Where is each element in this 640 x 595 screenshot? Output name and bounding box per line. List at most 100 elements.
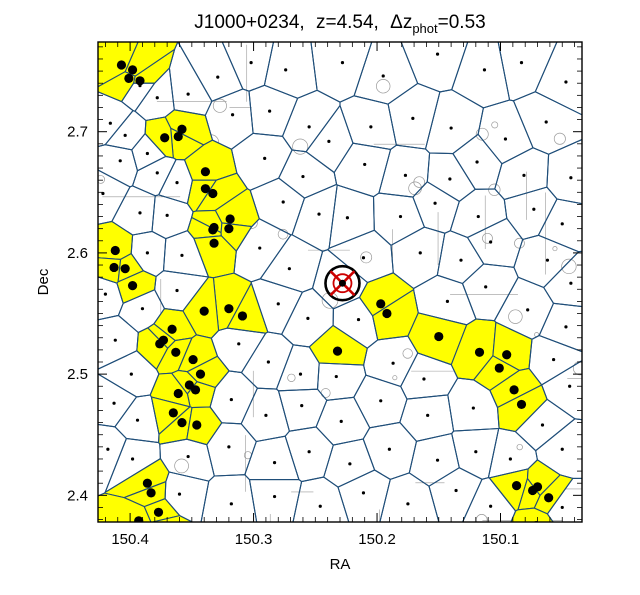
source-dot (564, 325, 568, 329)
member-marker (155, 339, 165, 349)
background-contour (402, 348, 413, 359)
source-dot (165, 213, 169, 217)
voronoi-cell (311, 249, 369, 310)
source-dot (406, 502, 410, 506)
member-marker (195, 369, 206, 379)
source-dot (474, 450, 478, 454)
source-dot (403, 173, 408, 177)
source-dot (482, 68, 487, 72)
source-dot (106, 447, 110, 451)
source-dot (560, 505, 564, 510)
source-dot (445, 299, 450, 303)
source-dot (340, 61, 345, 65)
member-marker (516, 399, 527, 410)
background-contour (287, 373, 296, 382)
source-dot (301, 174, 305, 179)
source-dot (101, 191, 105, 196)
member-marker (158, 523, 167, 532)
member-marker (199, 306, 209, 316)
source-dot (568, 384, 572, 388)
y-tick-label: 2.6 (67, 245, 88, 262)
member-marker (127, 65, 138, 75)
source-dot (112, 401, 116, 405)
source-dot (138, 211, 142, 215)
source-dot (361, 491, 366, 495)
background-contour (392, 375, 398, 381)
member-marker (192, 420, 202, 430)
background-contour (475, 513, 488, 522)
voronoi-cell (462, 477, 517, 522)
background-contour (561, 258, 577, 275)
source-dot (489, 504, 493, 508)
voronoi-cell (546, 477, 582, 522)
source-dot (459, 258, 463, 262)
source-dot (272, 461, 277, 465)
member-marker (200, 184, 211, 194)
voronoi-cell (154, 270, 210, 312)
title-delta-subscript: phot (412, 21, 438, 36)
source-dot (327, 139, 331, 143)
source-dot (284, 68, 288, 72)
member-marker (184, 380, 194, 390)
source-dot (448, 177, 452, 181)
source-dot (180, 253, 184, 257)
source-dot (145, 151, 149, 156)
x-axis-title: RA (330, 556, 351, 573)
x-tick-label: 150.2 (358, 531, 396, 548)
voronoi-cell (164, 471, 210, 522)
member-marker (224, 224, 234, 234)
member-marker (200, 167, 211, 177)
member-marker (171, 347, 181, 357)
member-marker (142, 478, 152, 488)
source-dot (433, 201, 437, 205)
voronoi-cell (413, 274, 477, 326)
source-dot (569, 176, 573, 180)
member-marker (208, 225, 218, 235)
source-dot (263, 156, 267, 160)
source-dot (522, 173, 526, 177)
other-sources (101, 52, 573, 510)
source-dot (569, 281, 573, 285)
voronoi-cell (200, 474, 258, 522)
member-marker (134, 516, 144, 522)
member-marker (110, 245, 120, 256)
member-marker (511, 481, 522, 491)
source-dot (369, 125, 373, 129)
y-axis-title: Dec (35, 268, 52, 295)
source-dot (145, 251, 149, 255)
source-dot (526, 308, 530, 312)
source-dot (398, 214, 403, 219)
source-dot (454, 488, 458, 493)
source-dot (281, 200, 285, 204)
source-dot (426, 413, 430, 417)
axis-tick-labels: 150.4 150.3 150.2 150.1 2.4 2.5 2.6 2.7 (67, 124, 519, 548)
member-marker (509, 385, 519, 395)
source-dot (435, 458, 440, 462)
source-dot (503, 137, 508, 141)
background-contour (98, 175, 105, 184)
title-delta-value: =0.53 (438, 12, 486, 33)
source-dot (471, 406, 475, 410)
source-dot (544, 120, 548, 124)
source-dot (229, 502, 233, 506)
source-dot (475, 160, 479, 164)
background-contour (516, 443, 523, 451)
source-dot (298, 372, 303, 376)
source-dot (387, 447, 391, 451)
title-name: J1000+0234, (194, 12, 304, 33)
member-marker (225, 214, 235, 224)
member-marker (173, 131, 183, 142)
background-contour (508, 309, 523, 324)
background-contour (488, 183, 501, 196)
x-tick-label: 150.4 (111, 531, 149, 548)
member-marker (237, 311, 248, 321)
source-dot (532, 207, 536, 211)
source-dot (345, 216, 350, 220)
member-marker (135, 76, 145, 86)
source-dot (140, 307, 145, 311)
background-contour (491, 121, 499, 129)
source-dot (307, 125, 311, 129)
source-dot (363, 162, 367, 167)
source-dot (266, 360, 270, 364)
